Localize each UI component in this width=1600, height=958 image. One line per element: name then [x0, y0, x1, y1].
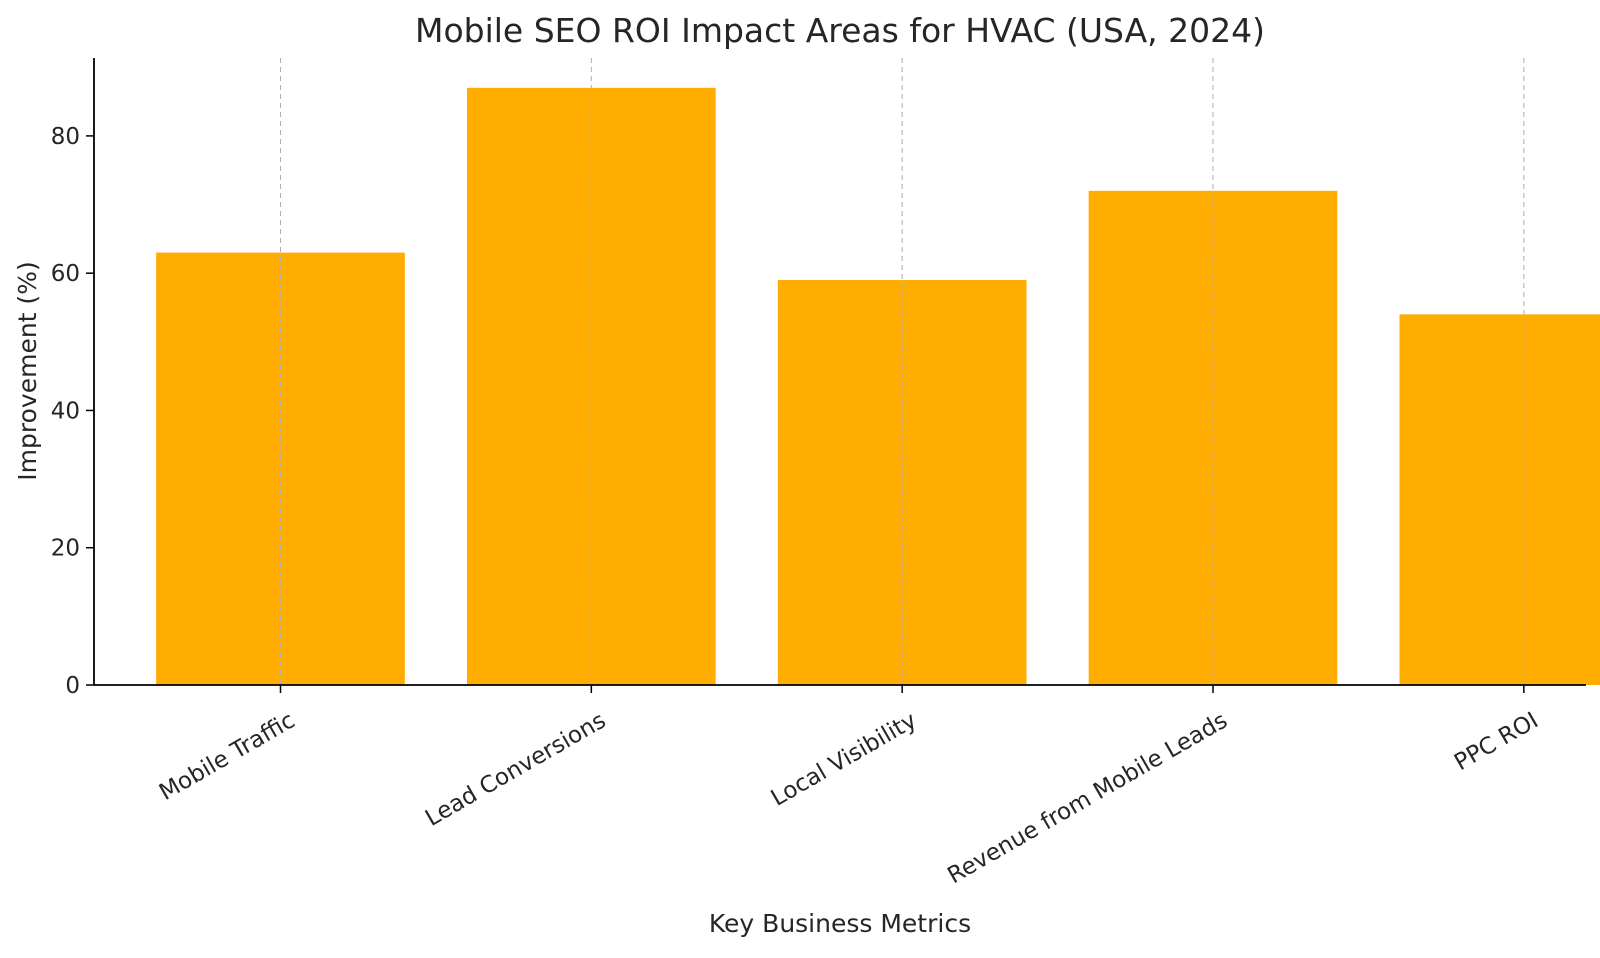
- x-tick-label: PPC ROI: [1450, 708, 1543, 777]
- bars: [156, 88, 1600, 685]
- x-tick-label: Lead Conversions: [421, 708, 610, 832]
- x-tick-label: Revenue from Mobile Leads: [943, 708, 1232, 890]
- y-tick-label: 40: [51, 398, 80, 424]
- chart-title: Mobile SEO ROI Impact Areas for HVAC (US…: [415, 11, 1265, 50]
- y-axis-label: Improvement (%): [13, 261, 42, 480]
- x-axis-ticks: Mobile Traffic Lead Conversions Local Visi…: [155, 685, 1543, 889]
- y-tick-label: 80: [51, 124, 80, 150]
- x-axis-label: Key Business Metrics: [709, 909, 971, 938]
- y-tick-label: 20: [51, 536, 80, 562]
- x-tick-label: Local Visibility: [767, 708, 921, 812]
- bar-ppc-roi: [1400, 314, 1600, 685]
- y-axis-ticks: 0 20 40 60 80: [51, 124, 94, 699]
- y-tick-label: 60: [51, 261, 80, 287]
- x-tick-label: Mobile Traffic: [155, 708, 300, 806]
- y-tick-label: 0: [65, 673, 80, 699]
